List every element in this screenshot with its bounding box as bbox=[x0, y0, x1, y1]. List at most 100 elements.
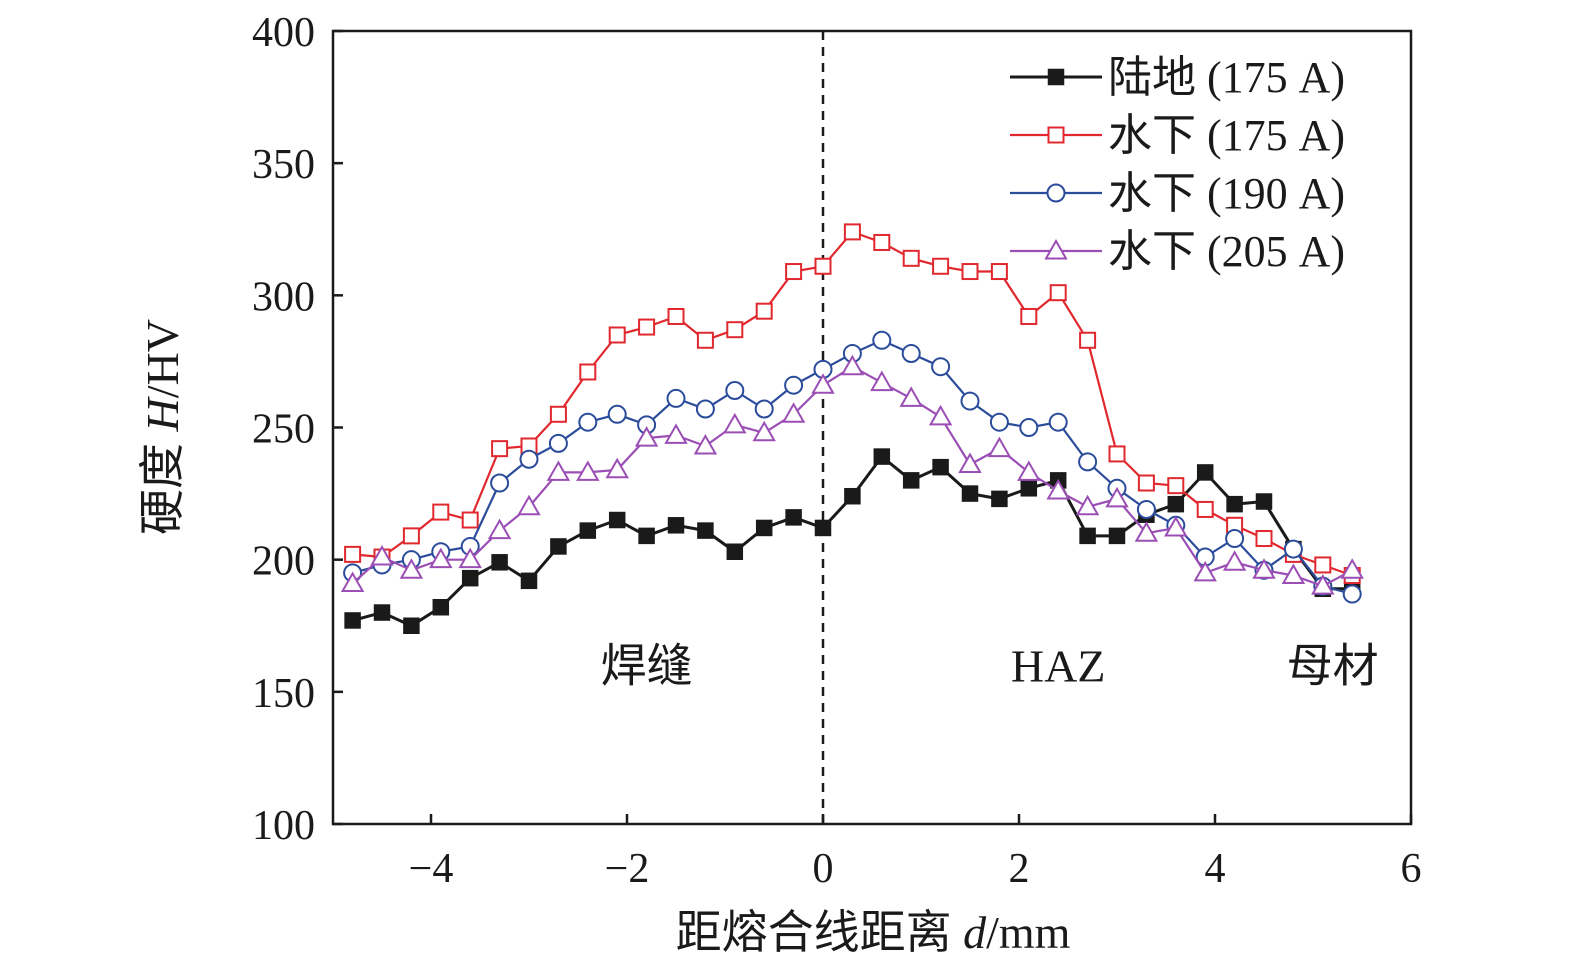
data-point bbox=[517, 494, 541, 516]
x-tick-label: −2 bbox=[605, 846, 650, 892]
data-point bbox=[490, 473, 510, 493]
data-point bbox=[370, 545, 394, 566]
data-point bbox=[1137, 474, 1155, 492]
y-tick-label: 350 bbox=[252, 142, 315, 188]
data-point bbox=[608, 326, 626, 344]
data-point bbox=[461, 511, 479, 529]
data-point bbox=[403, 617, 420, 634]
data-point bbox=[1108, 527, 1126, 545]
region-label: 焊缝 bbox=[601, 640, 693, 691]
data-point bbox=[989, 412, 1009, 432]
data-point bbox=[520, 572, 538, 590]
data-point bbox=[1136, 499, 1156, 519]
data-point bbox=[752, 420, 776, 442]
data-point bbox=[344, 612, 361, 629]
legend-label: 陆地 (175 A) bbox=[1108, 53, 1345, 102]
data-point bbox=[958, 452, 982, 474]
data-point bbox=[932, 257, 950, 275]
region-label: 母材 bbox=[1287, 640, 1379, 691]
data-point bbox=[402, 527, 420, 545]
data-point bbox=[1167, 495, 1185, 513]
legend-label: 水下 (175 A) bbox=[1108, 111, 1345, 160]
data-point bbox=[550, 538, 567, 555]
data-point bbox=[579, 522, 597, 539]
data-point bbox=[548, 433, 568, 453]
data-point bbox=[634, 426, 659, 447]
data-point bbox=[960, 391, 980, 411]
data-point bbox=[1193, 560, 1217, 582]
data-point bbox=[843, 223, 861, 241]
data-point bbox=[755, 302, 773, 320]
data-point bbox=[870, 370, 894, 392]
data-point bbox=[1020, 480, 1038, 497]
legend-entry: 水下 (205 A) bbox=[1010, 227, 1345, 276]
data-point bbox=[785, 263, 803, 281]
data-point bbox=[785, 509, 802, 526]
data-point bbox=[1222, 550, 1247, 571]
data-point bbox=[1314, 556, 1332, 574]
data-point bbox=[695, 399, 715, 419]
series-3 bbox=[340, 354, 1364, 595]
data-point bbox=[872, 330, 892, 350]
data-point bbox=[932, 458, 949, 476]
legend-entry: 水下 (175 A) bbox=[1010, 111, 1345, 160]
legend-marker bbox=[1047, 126, 1065, 144]
data-point bbox=[1019, 418, 1039, 437]
data-point bbox=[990, 263, 1008, 281]
data-point bbox=[429, 547, 453, 569]
data-point bbox=[1252, 558, 1276, 579]
data-point bbox=[667, 307, 685, 325]
series-2 bbox=[343, 330, 1362, 604]
data-point bbox=[840, 354, 865, 376]
region-label: HAZ bbox=[1011, 640, 1106, 691]
data-point bbox=[667, 517, 685, 534]
data-point bbox=[549, 405, 567, 423]
data-point bbox=[781, 402, 806, 423]
data-point bbox=[754, 399, 774, 419]
data-point bbox=[399, 558, 424, 579]
data-point bbox=[961, 485, 979, 502]
data-point bbox=[1283, 539, 1303, 559]
data-point bbox=[578, 412, 598, 432]
data-point bbox=[1079, 527, 1096, 545]
data-point bbox=[340, 571, 365, 592]
data-point bbox=[726, 543, 744, 560]
legend-marker bbox=[1044, 238, 1068, 260]
data-point bbox=[991, 490, 1008, 508]
data-point bbox=[458, 547, 482, 569]
data-point bbox=[344, 545, 362, 563]
data-point bbox=[373, 604, 391, 621]
data-point bbox=[902, 472, 920, 489]
x-tick-label: 0 bbox=[813, 846, 834, 892]
data-point bbox=[1255, 493, 1273, 510]
data-point bbox=[755, 519, 773, 537]
x-tick-label: −4 bbox=[409, 846, 454, 892]
data-series bbox=[340, 223, 1364, 634]
data-point bbox=[1078, 452, 1098, 472]
data-point bbox=[987, 436, 1012, 458]
data-point bbox=[1226, 495, 1243, 513]
data-point bbox=[961, 263, 979, 281]
data-point bbox=[1281, 563, 1306, 585]
data-point bbox=[1311, 574, 1335, 595]
data-point bbox=[1046, 478, 1070, 500]
data-point bbox=[873, 448, 891, 465]
data-point bbox=[1075, 494, 1100, 516]
plot-area-frame bbox=[331, 29, 1413, 826]
x-tick-label: 4 bbox=[1205, 846, 1226, 892]
data-point bbox=[901, 343, 921, 363]
data-point bbox=[432, 598, 450, 616]
data-point bbox=[931, 357, 951, 377]
data-point bbox=[1196, 464, 1214, 481]
y-axis-title: 硬度 H/HV bbox=[137, 319, 188, 535]
data-point bbox=[638, 318, 656, 336]
data-point bbox=[1196, 500, 1214, 518]
x-tick-label: 2 bbox=[1009, 846, 1030, 892]
y-tick-label: 300 bbox=[252, 274, 315, 320]
data-point bbox=[1020, 307, 1038, 325]
data-point bbox=[899, 386, 923, 407]
y-tick-label: 100 bbox=[252, 803, 315, 849]
data-point bbox=[1049, 284, 1067, 302]
data-point bbox=[491, 440, 509, 458]
